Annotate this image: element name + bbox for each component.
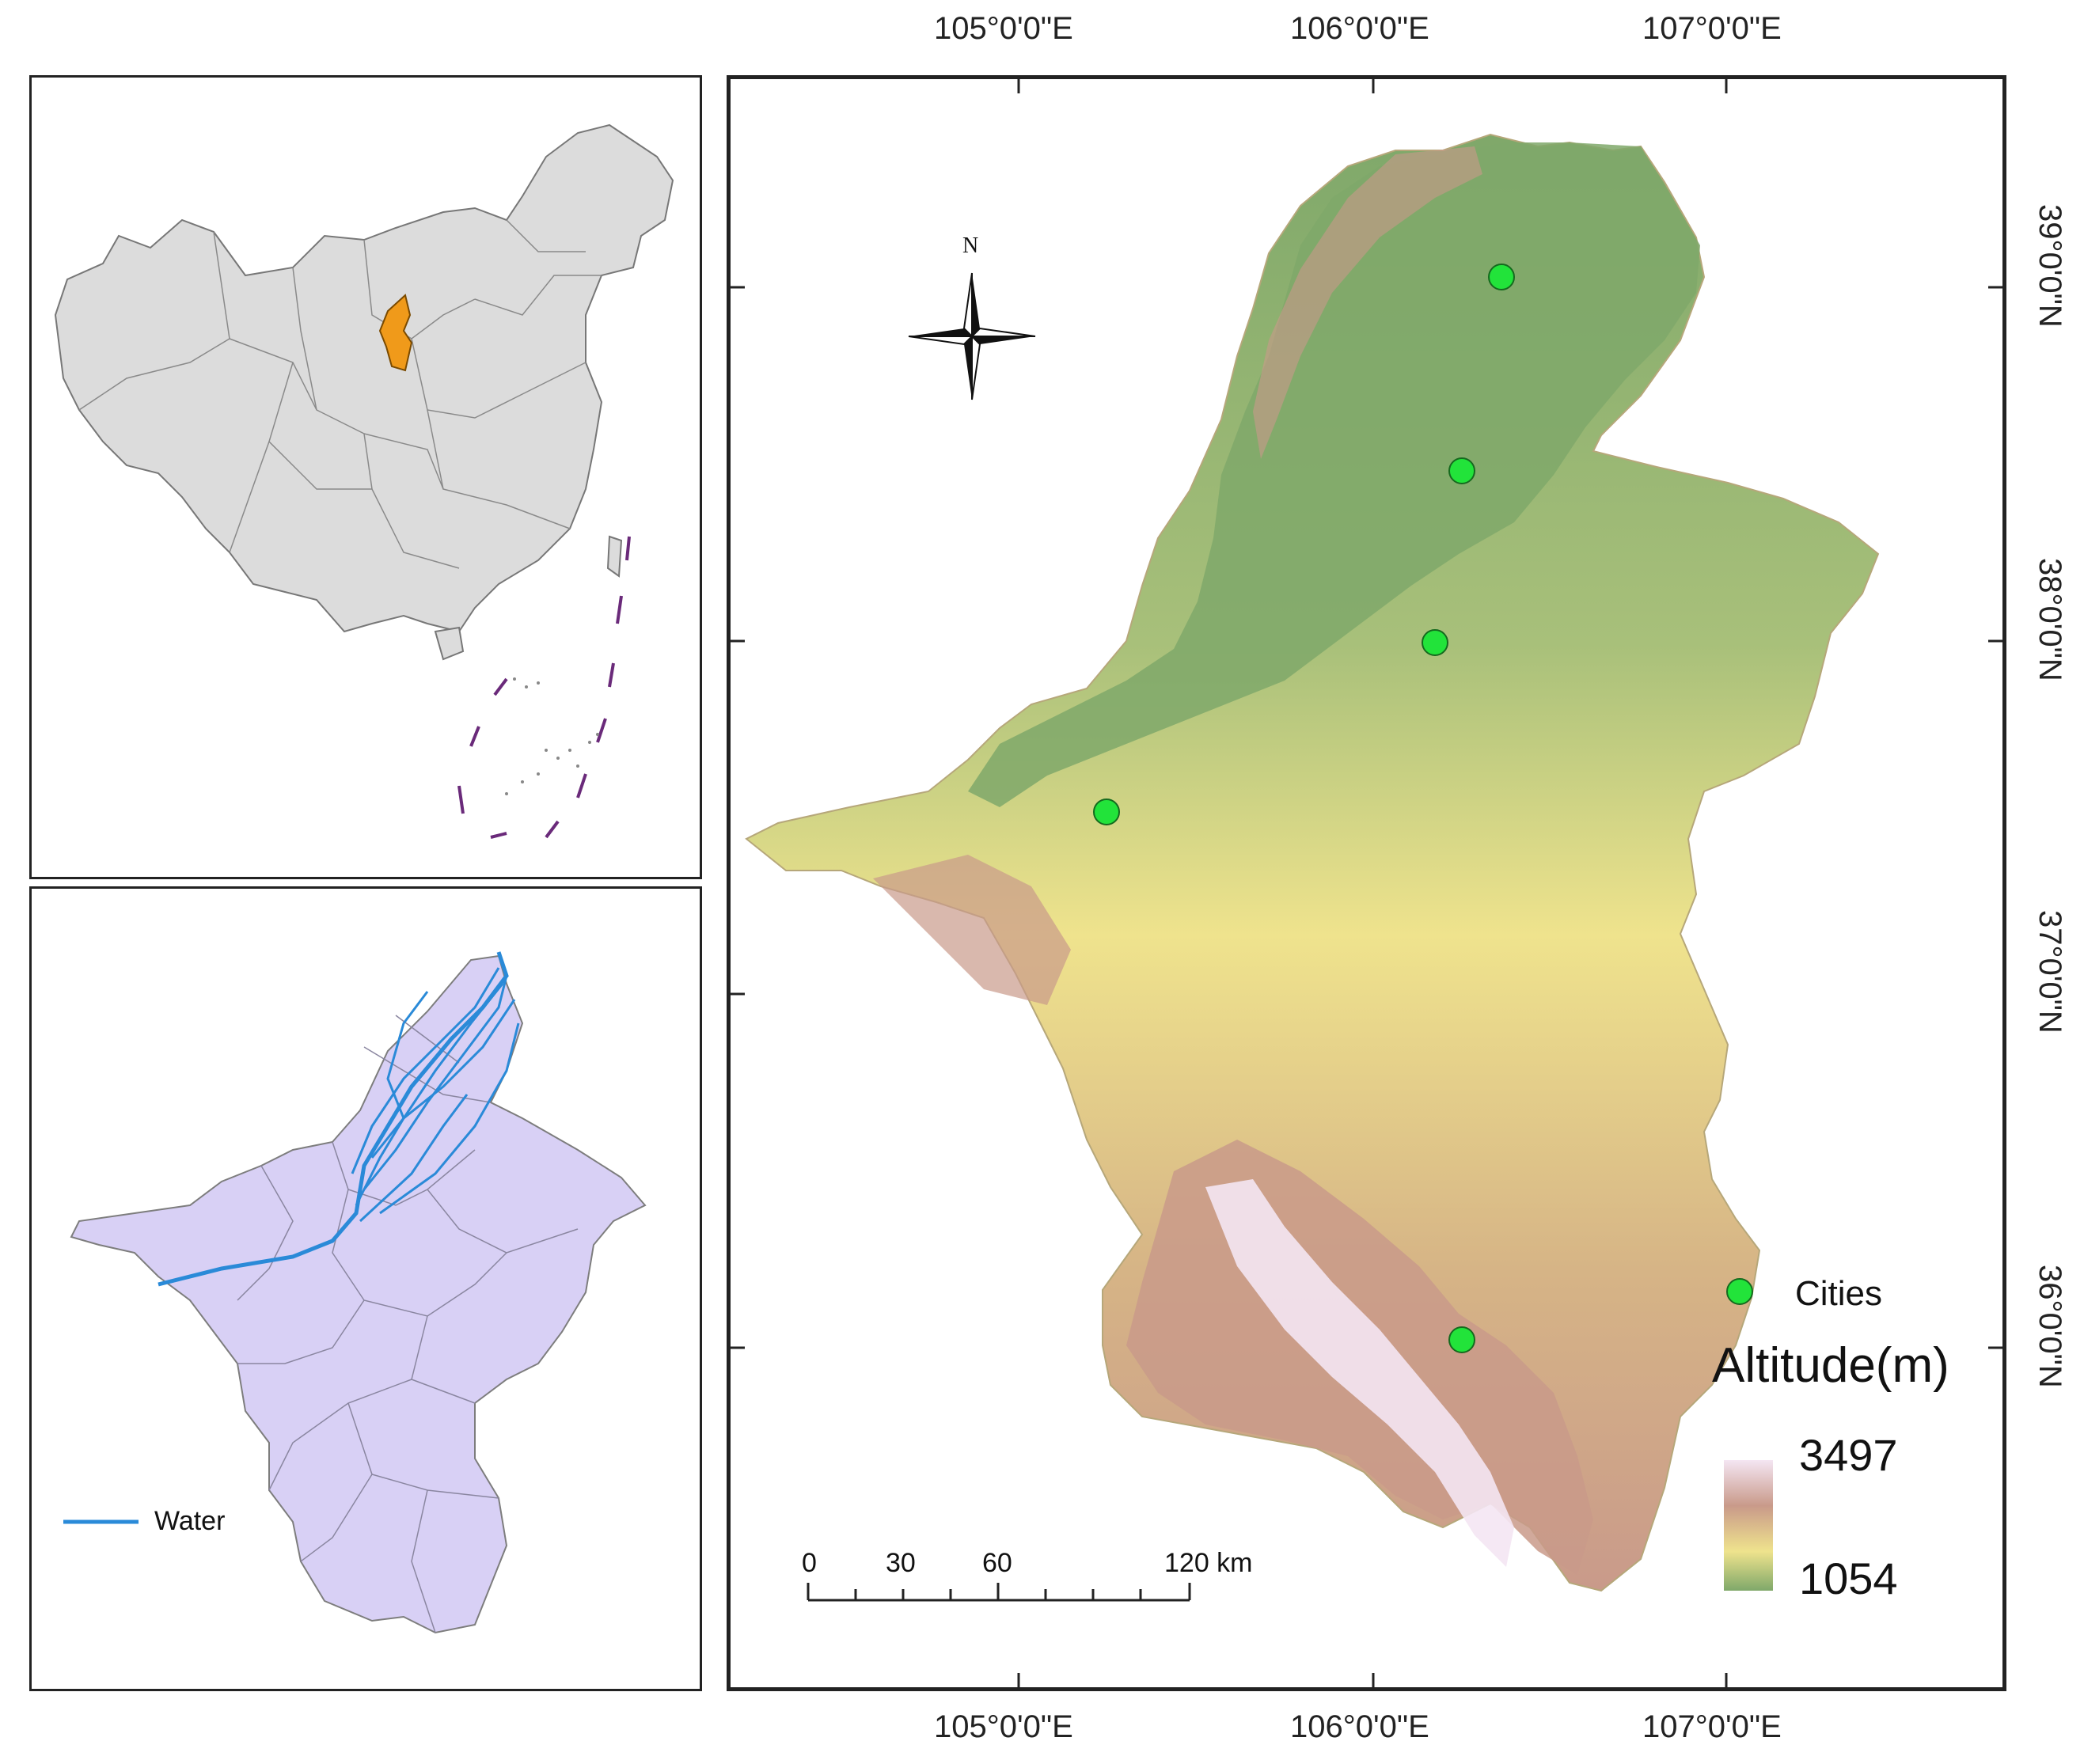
altitude-legend-min: 1054 xyxy=(1799,1553,1898,1603)
altitude-legend-ramp xyxy=(1724,1460,1773,1591)
high-peaks xyxy=(1205,1179,1514,1567)
altitude-main-map: N Cities Altitude(m) 3497 1054 0 30 60 1… xyxy=(727,75,2006,1691)
water-lines xyxy=(158,951,520,1287)
lon-label-bottom-106: 106°0'0"E xyxy=(1290,1709,1429,1744)
altitude-legend-title: Altitude(m) xyxy=(1712,1338,1949,1393)
lat-label-38: 38°0'0"N xyxy=(2033,558,2067,681)
lat-label-36: 36°0'0"N xyxy=(2033,1265,2067,1388)
south-china-sea-dashes xyxy=(457,536,631,839)
hainan-island xyxy=(434,626,465,661)
scale-label-30: 30 xyxy=(886,1548,916,1578)
altitude-legend-max: 3497 xyxy=(1799,1430,1898,1480)
scale-label-0: 0 xyxy=(802,1548,817,1578)
ningxia-territory xyxy=(745,133,1880,1592)
lat-label-37: 37°0'0"N xyxy=(2033,910,2067,1034)
water-legend-label: Water xyxy=(154,1506,226,1536)
south-china-sea-islands xyxy=(505,677,599,795)
city-marker[interactable] xyxy=(1093,799,1120,825)
china-landmass xyxy=(54,123,674,633)
north-label: N xyxy=(962,233,979,258)
north-arrow-icon xyxy=(908,272,1036,400)
yellow-river-plain xyxy=(968,142,1700,807)
lon-label-top-105: 105°0'0"E xyxy=(934,11,1073,46)
city-marker[interactable] xyxy=(1422,629,1448,656)
scale-label-60: 60 xyxy=(982,1548,1012,1578)
graticule-ticks xyxy=(731,79,2002,1687)
lat-label-39: 39°0'0"N xyxy=(2033,204,2067,328)
lon-label-top-106: 106°0'0"E xyxy=(1290,11,1429,46)
water-network-inset: Water xyxy=(29,886,702,1691)
china-map xyxy=(54,123,674,839)
western-hills xyxy=(873,855,1071,1005)
county-boundaries xyxy=(237,1015,579,1633)
cities-legend-marker xyxy=(1726,1278,1753,1305)
city-marker[interactable] xyxy=(1448,1326,1475,1353)
ningxia-highlight xyxy=(378,294,413,372)
taiwan-island xyxy=(606,535,623,578)
lon-label-bottom-105: 105°0'0"E xyxy=(934,1709,1073,1744)
scale-label-120km: 120 km xyxy=(1164,1548,1253,1578)
lon-label-bottom-107: 107°0'0"E xyxy=(1642,1709,1782,1744)
ningxia-water-map xyxy=(63,951,647,1634)
helan-mountains xyxy=(1253,146,1482,459)
city-marker[interactable] xyxy=(1448,457,1475,484)
city-marker[interactable] xyxy=(1488,264,1515,290)
province-boundaries xyxy=(78,219,602,569)
cities-legend-label: Cities xyxy=(1795,1274,1883,1313)
altitude-map-canvas xyxy=(731,79,2002,1687)
china-overview-inset xyxy=(29,75,702,879)
scale-bar xyxy=(807,1583,1191,1602)
lon-label-top-107: 107°0'0"E xyxy=(1642,11,1782,46)
